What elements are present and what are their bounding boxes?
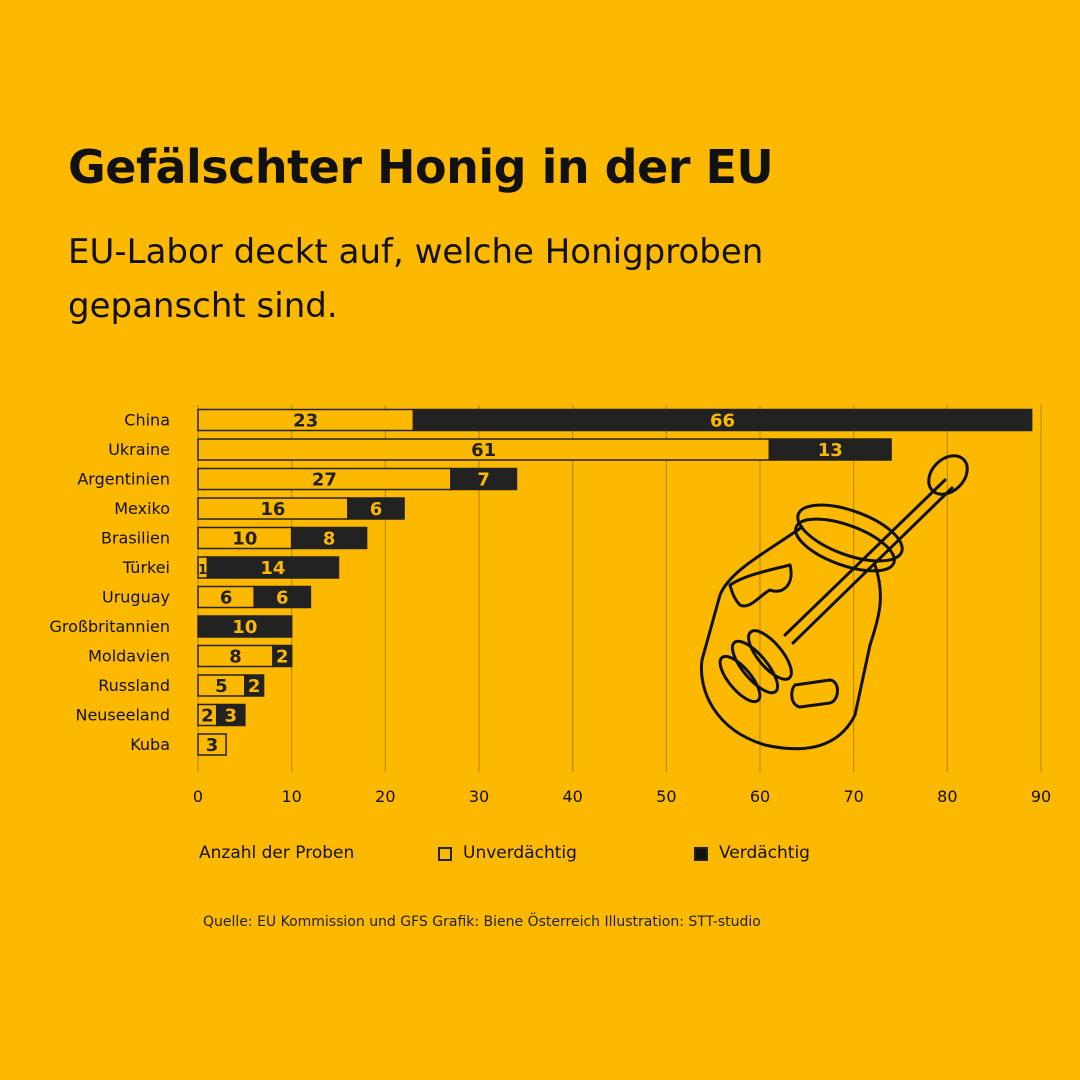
category-label: Kuba: [130, 735, 170, 754]
x-tick-label: 60: [750, 787, 770, 806]
x-tick-label: 10: [281, 787, 301, 806]
data-label-suspicious: 8: [323, 529, 336, 550]
category-label: Ukraine: [108, 440, 170, 459]
bar-suspicious: [272, 644, 293, 668]
data-label-unsuspicious: 3: [206, 735, 219, 756]
bar-suspicious: [768, 438, 892, 461]
bar-suspicious: [253, 585, 312, 609]
bar-suspicious: [412, 408, 1033, 432]
bar-suspicious: [197, 615, 293, 638]
honey-jar-illustration: [699, 454, 969, 751]
category-label: Türkei: [122, 558, 170, 577]
data-label-unsuspicious: 6: [220, 588, 233, 609]
x-tick-label: 90: [1031, 787, 1051, 806]
data-label-suspicious: 66: [710, 411, 735, 432]
legend-swatch-suspicious: [694, 847, 708, 861]
data-label-suspicious: 2: [276, 647, 289, 668]
data-label-suspicious: 10: [232, 617, 257, 638]
data-label-unsuspicious: 27: [312, 470, 337, 491]
data-label-suspicious: 14: [260, 558, 285, 579]
data-label-suspicious: 3: [225, 706, 238, 727]
x-tick-label: 50: [656, 787, 676, 806]
bar-suspicious: [215, 703, 246, 727]
data-label-unsuspicious: 61: [471, 440, 496, 461]
bar-suspicious: [244, 674, 265, 697]
x-tick-label: 20: [375, 787, 395, 806]
category-label: Moldavien: [88, 647, 170, 666]
legend-label-unsuspicious: Unverdächtig: [463, 843, 577, 863]
legend-label-suspicious: Verdächtig: [719, 843, 810, 863]
category-label: Großbritannien: [50, 617, 170, 636]
bar-unsuspicious: [197, 733, 227, 756]
chart-subtitle: EU-Labor deckt auf, welche Honigproben g…: [68, 232, 764, 326]
legend-swatch-unsuspicious: [438, 847, 452, 861]
category-label: Brasilien: [101, 529, 170, 548]
data-label-unsuspicious: 5: [215, 676, 228, 697]
category-label: Argentinien: [77, 470, 170, 489]
data-label-suspicious: 6: [276, 588, 289, 609]
data-label-suspicious: 6: [370, 499, 383, 520]
x-tick-label: 70: [843, 787, 863, 806]
data-label-suspicious: 7: [477, 470, 490, 491]
category-labels: China Ukraine Argentinien Mexiko Brasilien Tü…: [50, 411, 170, 755]
chart-title: Gefälschter Honig in der EU: [68, 140, 774, 194]
x-tick-label: 0: [193, 787, 203, 806]
category-label: Uruguay: [102, 588, 170, 607]
source-note: Quelle: EU Kommission und GFS Grafik: Bi…: [203, 914, 761, 930]
data-label-unsuspicious: 16: [260, 499, 285, 520]
x-tick-label: 40: [562, 787, 582, 806]
data-label-unsuspicious: 23: [293, 411, 318, 432]
x-tick-label: 30: [469, 787, 489, 806]
bar-suspicious: [450, 467, 518, 491]
category-label: Mexiko: [114, 499, 170, 518]
data-label-suspicious: 2: [248, 676, 261, 697]
x-tick-label: 80: [937, 787, 957, 806]
bar-suspicious: [290, 526, 368, 550]
category-label: Neuseeland: [75, 706, 170, 725]
category-label: China: [124, 411, 170, 430]
gridlines: [197, 405, 1042, 772]
data-label-suspicious: 13: [818, 440, 843, 461]
category-label: Russland: [98, 676, 170, 695]
bar-suspicious: [206, 556, 340, 579]
bar-suspicious: [347, 497, 405, 520]
axis-title: Anzahl der Proben: [199, 843, 355, 863]
data-label-unsuspicious: 8: [229, 647, 242, 668]
data-label-unsuspicious: 10: [232, 529, 257, 550]
data-label-unsuspicious: 1: [198, 563, 207, 578]
x-tick-labels: 0 10 20 30 40 50 60 70 80 90: [193, 787, 1051, 806]
data-label-unsuspicious: 2: [201, 706, 214, 727]
